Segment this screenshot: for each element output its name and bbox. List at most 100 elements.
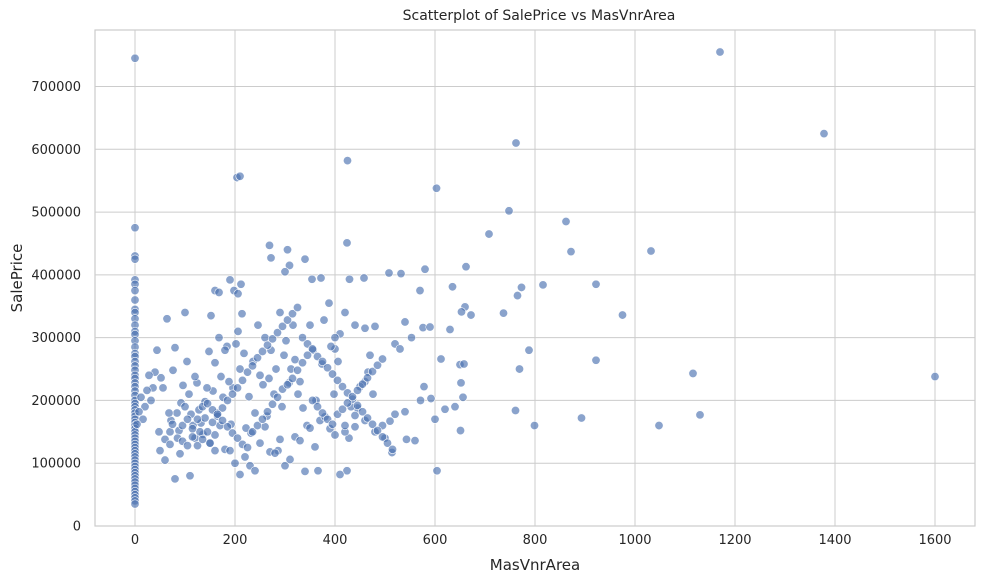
data-point [484,229,494,239]
data-point [504,206,514,216]
data-point [297,333,307,343]
data-point [357,379,367,389]
data-point [188,424,198,434]
data-point [617,310,627,320]
data-point [329,389,339,399]
data-point [185,471,195,481]
data-point [337,404,347,414]
x-tick-label: 400 [323,533,348,548]
data-point [180,402,190,412]
y-tick-label: 400000 [31,268,81,283]
data-point [538,280,548,290]
data-point [178,380,188,390]
data-point [233,289,243,299]
data-point [419,382,429,392]
data-point [156,373,166,383]
data-point [281,336,291,346]
data-point [362,413,372,423]
data-point [295,377,305,387]
data-point [178,421,188,431]
x-tick-label: 0 [131,533,139,548]
data-point [396,269,406,279]
data-point [337,382,347,392]
data-point [223,422,233,432]
data-point [284,260,294,270]
data-point [425,322,435,332]
data-point [230,458,240,468]
data-point [213,409,223,419]
data-point [287,309,297,319]
data-point [136,392,146,402]
data-point [316,273,326,283]
y-tick-label: 500000 [31,206,81,221]
data-point [377,432,387,442]
data-point [272,392,282,402]
data-point [344,274,354,284]
data-point [350,422,360,432]
data-point [160,455,170,465]
data-point [244,392,254,402]
data-point [406,333,416,343]
data-point [248,361,258,371]
data-point [436,354,446,364]
data-point [279,350,289,360]
data-point [327,369,337,379]
data-point [445,324,455,334]
data-point [317,408,327,418]
data-point [332,375,342,385]
data-point [511,138,521,148]
data-point [267,334,277,344]
plot-frame [94,29,976,527]
data-point [205,438,215,448]
data-point [282,380,292,390]
data-point [193,441,203,451]
data-point [307,395,317,405]
data-point [344,433,354,443]
x-tick-label: 1400 [818,533,851,548]
data-point [330,430,340,440]
data-point [295,436,305,446]
data-point [290,355,300,365]
data-point [225,275,235,285]
y-tick-label: 600000 [31,143,81,158]
data-point [420,264,430,274]
data-point [130,499,140,509]
data-point [367,419,377,429]
x-tick-label: 1600 [918,533,951,548]
data-point [253,421,263,431]
data-point [461,262,471,272]
data-point [198,434,208,444]
data-point [134,407,144,417]
data-point [377,354,387,364]
data-point [275,308,285,318]
data-point [516,282,526,292]
data-point [208,417,218,427]
data-point [401,434,411,444]
data-point [302,350,312,360]
data-point [591,355,601,365]
x-axis-label: MasVnrArea [490,556,580,574]
data-point [307,344,317,354]
data-point [293,389,303,399]
data-point [260,333,270,343]
data-point [372,426,382,436]
data-point [210,358,220,368]
data-point [272,328,282,338]
data-point [243,443,253,453]
y-axis-label: SalePrice [8,244,26,313]
data-point [342,238,352,248]
data-point [430,414,440,424]
data-point [188,432,198,442]
data-point [455,426,465,436]
data-point [264,373,274,383]
data-point [400,407,410,417]
data-point [233,383,243,393]
data-point [312,402,322,412]
x-tick-label: 1200 [718,533,751,548]
data-point [385,416,395,426]
data-point [144,370,154,380]
x-tick-label: 600 [423,533,448,548]
data-point [342,466,352,476]
data-point [239,348,249,358]
